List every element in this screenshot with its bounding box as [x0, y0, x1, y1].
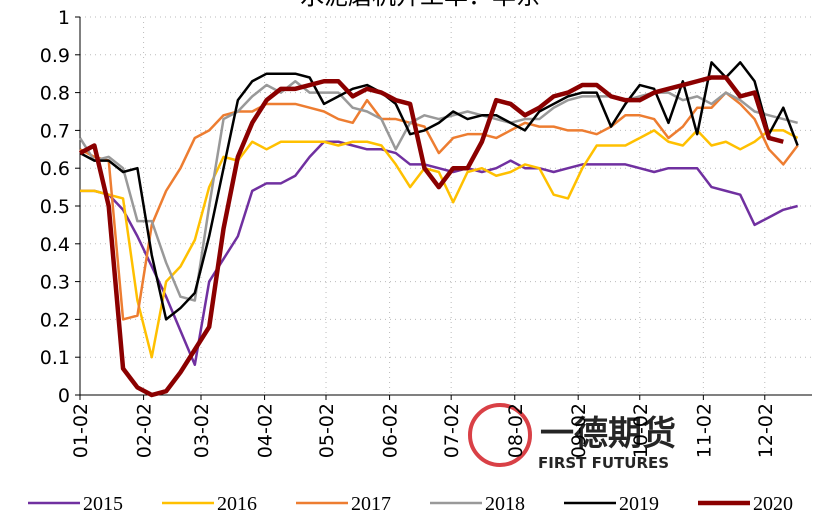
x-tick-label: 06-02: [380, 403, 402, 458]
y-tick-label: 0.7: [40, 120, 70, 142]
y-tick-label: 0: [58, 385, 70, 407]
x-tick-label: 10-02: [630, 403, 652, 458]
watermark-subtext: FIRST FUTURES: [538, 454, 669, 472]
y-tick-label: 0.4: [40, 234, 70, 256]
x-tick-label: 07-02: [441, 403, 463, 458]
legend-label: 2018: [485, 493, 525, 515]
series-line: [78, 80, 798, 302]
x-tick-label: 05-02: [316, 403, 338, 458]
x-tick-label: 03-02: [191, 403, 213, 458]
series-line: [79, 61, 799, 321]
y-tick-label: 0.1: [40, 347, 70, 369]
y-tick-label: 0.8: [40, 83, 70, 105]
watermark: 一德期货 FIRST FUTURES: [468, 403, 676, 472]
x-tick-label: 01-02: [70, 403, 92, 458]
x-tick-label: 08-02: [505, 403, 527, 458]
series-line: [78, 75, 784, 398]
x-tick-label: 11-02: [693, 403, 715, 458]
series-line: [79, 91, 799, 321]
legend-label: 2020: [753, 493, 793, 515]
watermark-text: 一德期货: [540, 414, 676, 454]
x-tick-label: 12-02: [755, 403, 777, 458]
x-tick-label: 09-02: [568, 403, 590, 458]
y-tick-label: 0.5: [40, 196, 70, 218]
y-tick-label: 0.2: [40, 309, 70, 331]
x-tick-label: 02-02: [134, 403, 156, 458]
legend-label: 2017: [351, 493, 391, 515]
y-tick-label: 1: [58, 7, 70, 29]
legend-label: 2019: [619, 493, 659, 515]
series-line: [80, 129, 799, 359]
watermark-logo: [468, 403, 532, 467]
y-tick-label: 0.6: [40, 158, 70, 180]
y-tick-label: 0.3: [40, 272, 70, 294]
chart-title: 水泥磨机开工率：华东: [300, 0, 540, 10]
x-tick-label: 04-02: [255, 403, 277, 458]
series-line: [80, 140, 798, 367]
legend-label: 2016: [217, 493, 257, 515]
legend-label: 2015: [83, 493, 123, 515]
y-tick-label: 0.9: [40, 45, 70, 67]
